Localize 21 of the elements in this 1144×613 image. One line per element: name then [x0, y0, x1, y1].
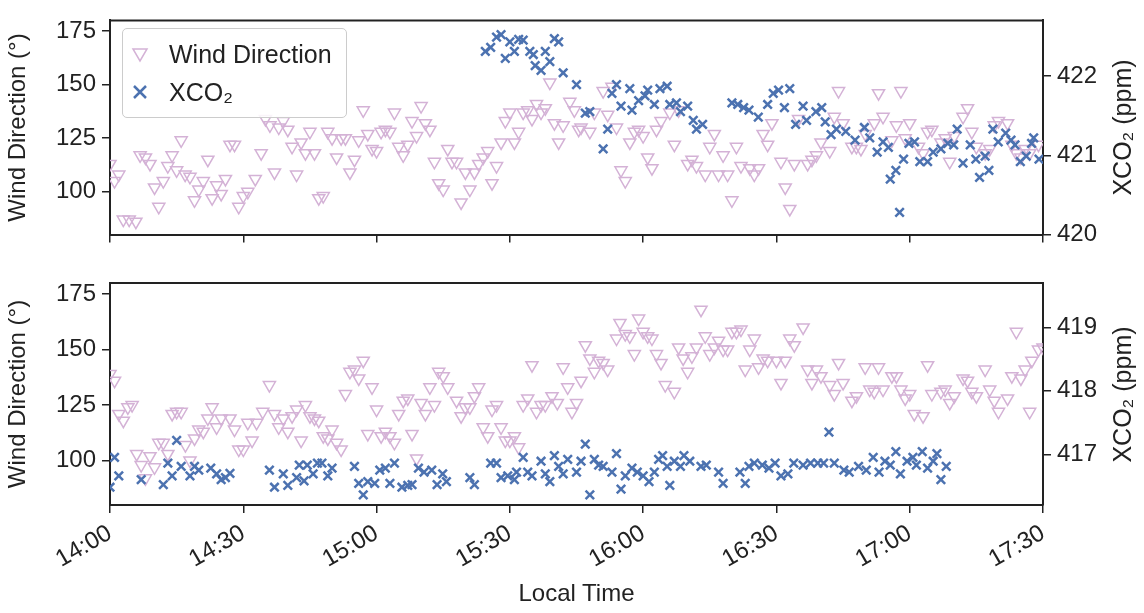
y2-tick-label: 419: [1057, 312, 1098, 340]
legend-label: Wind Direction: [169, 39, 332, 71]
y2-tick-label: 422: [1057, 60, 1098, 88]
legend-label: XCO₂: [169, 77, 233, 109]
y2-tick-label: 420: [1057, 219, 1098, 247]
y-axis-title: Wind Direction (°): [3, 299, 31, 489]
y-tick-label: 100: [55, 176, 96, 204]
y2-axis-title: XCO₂ (ppm): [1107, 325, 1137, 463]
y-tick-label: 150: [55, 334, 96, 362]
y-tick-label: 150: [55, 69, 96, 97]
y-tick-label: 125: [55, 389, 96, 417]
y2-tick-label: 418: [1057, 375, 1098, 403]
y-tick-label: 175: [55, 15, 96, 43]
y2-tick-label: 417: [1057, 438, 1098, 466]
y-tick-label: 100: [55, 445, 96, 473]
y2-tick-label: 421: [1057, 139, 1098, 167]
y-tick-label: 125: [55, 122, 96, 150]
x-axis-title: Local Time: [518, 579, 635, 607]
y2-axis-title: XCO₂ (ppm): [1107, 59, 1137, 196]
y-axis-title: Wind Direction (°): [3, 33, 31, 222]
y-tick-label: 175: [55, 278, 96, 306]
